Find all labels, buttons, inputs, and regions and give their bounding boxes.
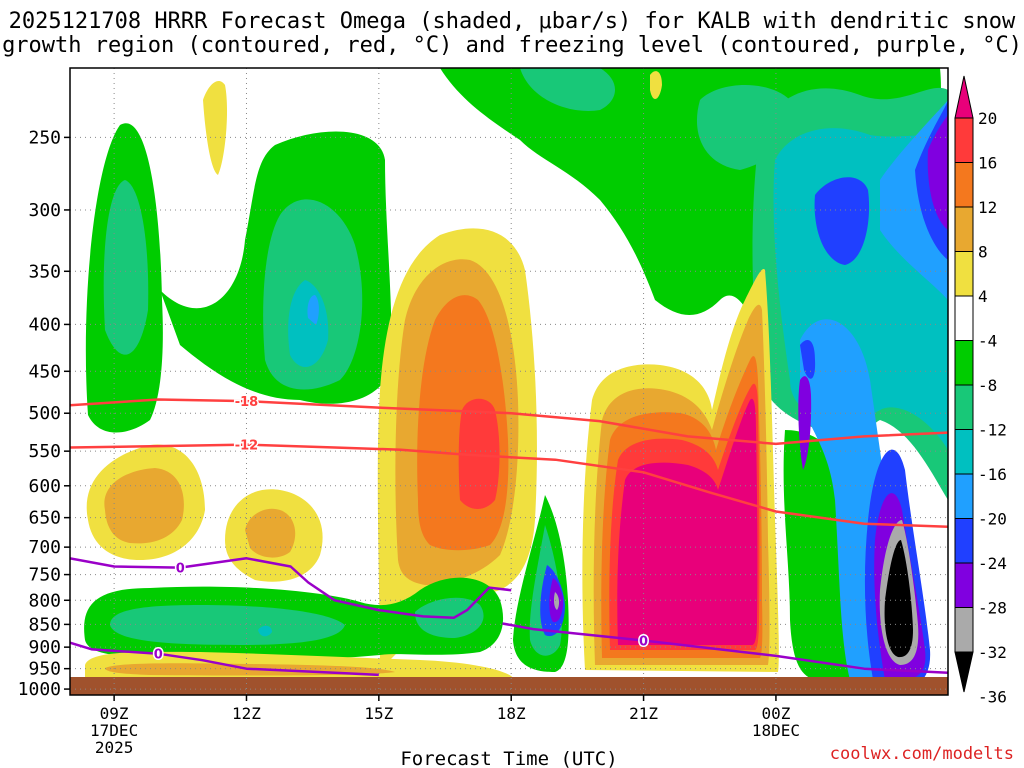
omega-fill-mid-cyan <box>288 280 329 367</box>
x-axis-title: Forecast Time (UTC) <box>400 748 617 768</box>
colorbar-bin-11 <box>954 562 974 608</box>
colorbar-bin-12 <box>954 607 974 653</box>
x-tick-label-24h-0: 00Z <box>761 704 790 723</box>
omega-fill-spike-gray <box>553 592 560 610</box>
plot-border <box>69 67 949 696</box>
colorbar-bin-5 <box>954 295 974 341</box>
colorbar-label-0: 20 <box>978 109 997 128</box>
omega-fill-lowleft-orange <box>104 468 184 544</box>
y-tick-label-500: 500 <box>28 403 61 424</box>
contour-line-2 <box>70 557 512 620</box>
y-tick-label-300: 300 <box>28 200 61 221</box>
chart-title-line2: growth region (contoured, red, °C) and f… <box>2 33 1022 58</box>
contour-label-3: 0 <box>154 648 163 663</box>
y-tick-label-450: 450 <box>28 361 61 382</box>
colorbar-bin-4 <box>954 251 974 297</box>
contour-line-1 <box>70 443 948 528</box>
colorbar-label-3: 8 <box>978 243 988 262</box>
contour-label-2: 0 <box>176 562 185 577</box>
colorbar-top-arrow <box>954 75 974 119</box>
x-tick-label-9h-2: 2025 <box>95 738 134 757</box>
y-tick-label-950: 950 <box>28 659 61 680</box>
omega-fill-right-darkblue <box>800 100 948 690</box>
credit-link[interactable]: coolwx.com/modelts <box>829 744 1014 764</box>
contour-label-4: 0 <box>639 634 648 649</box>
colorbar-label-1: 16 <box>978 154 997 173</box>
terrain-surface-bar <box>70 677 948 695</box>
plot-area: -18 -12 0 0 0 <box>70 68 948 695</box>
contour-line-3 <box>70 641 379 677</box>
colorbar-label-10: -24 <box>978 554 1007 573</box>
colorbar: 20 16 12 8 4 -4 -8 -12 -16 -20 -24 -28 -32 -36 <box>954 75 1007 707</box>
x-tick-label-24h-1: 18DEC <box>752 721 800 740</box>
colorbar-bin-1 <box>954 117 974 163</box>
y-tick-label-700: 700 <box>28 537 61 558</box>
colorbar-bin-7 <box>954 384 974 430</box>
x-tick-label-21h-0: 21Z <box>629 704 658 723</box>
colorbar-bin-8 <box>954 429 974 475</box>
colorbar-bin-6 <box>954 340 974 386</box>
omega-fill-lower-teal <box>110 597 484 645</box>
omega-fill-right-black <box>884 540 913 658</box>
x-tick-label-12h-0: 12Z <box>232 704 261 723</box>
y-tick-label-350: 350 <box>28 261 61 282</box>
colorbar-bin-9 <box>954 473 974 519</box>
x-tick-label-15h-0: 15Z <box>364 704 393 723</box>
y-tick-label-250: 250 <box>28 127 61 148</box>
colorbar-label-12: -32 <box>978 643 1007 662</box>
y-tick-label-600: 600 <box>28 476 61 497</box>
colorbar-bin-3 <box>954 206 974 252</box>
contour-label-1: -12 <box>235 439 259 454</box>
omega-fill-right-blue <box>800 100 948 680</box>
y-tick-label-650: 650 <box>28 508 61 529</box>
colorbar-bottom-arrow <box>954 651 974 693</box>
colorbar-label-6: -8 <box>978 376 997 395</box>
colorbar-label-13: -36 <box>978 688 1007 707</box>
colorbar-label-8: -16 <box>978 465 1007 484</box>
y-tick-label-1000: 1000 <box>18 679 61 700</box>
y-axis: 2503003504004505005506006507007508008509… <box>18 127 70 700</box>
x-tick-label-18h-0: 18Z <box>497 704 526 723</box>
omega-fill-lowmid-orange <box>245 508 296 558</box>
contour-lines: -18 -12 0 0 0 <box>70 394 948 677</box>
y-tick-label-750: 750 <box>28 565 61 586</box>
y-tick-label-400: 400 <box>28 314 61 335</box>
omega-shading <box>84 68 948 690</box>
contour-line-0 <box>70 398 948 446</box>
contour-label-0: -18 <box>235 395 259 410</box>
x-tick-label-9h-1: 17DEC <box>90 721 138 740</box>
colorbar-label-4: 4 <box>978 287 988 306</box>
y-tick-label-550: 550 <box>28 441 61 462</box>
omega-fill-lower-cyan <box>258 625 272 637</box>
y-tick-label-850: 850 <box>28 614 61 635</box>
colorbar-label-9: -20 <box>978 510 1007 529</box>
y-tick-label-900: 900 <box>28 637 61 658</box>
colorbar-bin-10 <box>954 518 974 564</box>
omega-fill-core-magenta <box>617 398 758 645</box>
x-tick-label-9h-0: 09Z <box>100 704 129 723</box>
omega-fill-right-purple <box>798 115 948 680</box>
omega-fill-mid-blue <box>307 295 319 325</box>
contour-line-4 <box>502 622 948 675</box>
colorbar-bin-2 <box>954 162 974 208</box>
colorbar-label-5: -4 <box>978 332 997 351</box>
colorbar-label-2: 12 <box>978 198 997 217</box>
omega-fill-left-teal <box>103 180 149 355</box>
omega-fill-center-red <box>458 398 500 509</box>
colorbar-label-7: -12 <box>978 421 1007 440</box>
y-tick-label-800: 800 <box>28 590 61 611</box>
omega-fill-top-teal <box>520 68 793 170</box>
chart-title-line1: 2025121708 HRRR Forecast Omega (shaded, … <box>8 9 1016 34</box>
colorbar-label-11: -28 <box>978 599 1007 618</box>
